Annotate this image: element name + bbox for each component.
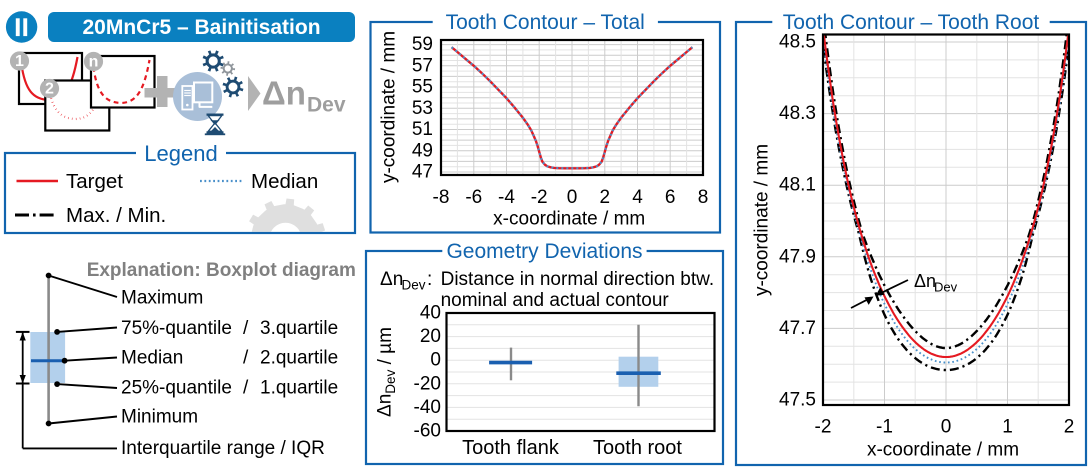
svg-text:Distance in normal direction b: Distance in normal direction btw.	[441, 269, 715, 290]
svg-text:x-coordinate / mm: x-coordinate / mm	[493, 209, 645, 230]
svg-text:/: /	[243, 378, 249, 399]
svg-text:Legend: Legend	[144, 141, 217, 166]
svg-text:20MnCr5 – Bainitisation: 20MnCr5 – Bainitisation	[82, 16, 320, 39]
svg-text:-2: -2	[815, 417, 832, 438]
svg-text:nominal and actual contour: nominal and actual contour	[441, 290, 670, 311]
svg-text:Dev: Dev	[402, 278, 426, 293]
svg-text:-60: -60	[414, 421, 441, 442]
svg-text:ΔnDev / µm: ΔnDev / µm	[375, 327, 398, 417]
svg-text:y-coordinate / mm: y-coordinate / mm	[379, 31, 400, 183]
svg-text:6: 6	[665, 187, 676, 208]
svg-text:49: 49	[412, 140, 433, 161]
svg-text:-8: -8	[433, 187, 450, 208]
svg-text:-4: -4	[498, 187, 515, 208]
svg-text:Dev: Dev	[934, 280, 958, 295]
svg-text:0: 0	[567, 187, 578, 208]
svg-text:57: 57	[412, 55, 433, 76]
svg-text:48.5: 48.5	[779, 32, 816, 53]
svg-text:2.quartile: 2.quartile	[260, 348, 338, 369]
svg-text:Tooth root: Tooth root	[593, 437, 682, 459]
svg-text:40: 40	[420, 303, 441, 324]
svg-text:-6: -6	[465, 187, 482, 208]
svg-text:Tooth flank: Tooth flank	[462, 437, 560, 459]
svg-text:y-coordinate / mm: y-coordinate / mm	[752, 144, 773, 296]
svg-text:3.quartile: 3.quartile	[260, 318, 338, 339]
svg-text:55: 55	[412, 77, 433, 98]
svg-text::: :	[427, 269, 432, 290]
svg-text:Tooth Contour – Tooth Root: Tooth Contour – Tooth Root	[783, 11, 1040, 34]
svg-text:Minimum: Minimum	[121, 407, 198, 428]
svg-text:-40: -40	[414, 397, 441, 418]
svg-text:25%-quantile: 25%-quantile	[121, 378, 232, 399]
svg-text:0: 0	[941, 417, 952, 438]
svg-text:1.quartile: 1.quartile	[260, 378, 338, 399]
svg-text:-2: -2	[531, 187, 548, 208]
svg-text:75%-quantile: 75%-quantile	[121, 318, 232, 339]
svg-text:4: 4	[632, 187, 643, 208]
svg-text:48.1: 48.1	[779, 175, 816, 196]
svg-text:47: 47	[412, 162, 433, 183]
svg-text:n: n	[89, 54, 99, 71]
svg-text:Max. / Min.: Max. / Min.	[66, 204, 166, 227]
svg-text:Maximum: Maximum	[121, 288, 203, 309]
svg-text:20: 20	[420, 326, 441, 347]
svg-text:8: 8	[698, 187, 709, 208]
svg-text:x-coordinate / mm: x-coordinate / mm	[867, 440, 1019, 461]
svg-text:-20: -20	[414, 373, 441, 394]
svg-text:47.5: 47.5	[779, 390, 816, 411]
svg-text:Median: Median	[251, 170, 318, 193]
svg-text:2: 2	[45, 81, 54, 98]
svg-text:2: 2	[600, 187, 611, 208]
svg-text:/: /	[243, 348, 249, 369]
svg-text:48.3: 48.3	[779, 103, 816, 124]
svg-text:0: 0	[430, 350, 441, 371]
svg-text:53: 53	[412, 98, 433, 119]
svg-text:Geometry Deviations: Geometry Deviations	[446, 240, 642, 263]
svg-text:/: /	[243, 318, 249, 339]
svg-text:1: 1	[15, 53, 24, 70]
svg-text:Target: Target	[66, 170, 123, 193]
svg-text:Tooth Contour – Total: Tooth Contour – Total	[446, 11, 645, 34]
svg-text:Explanation: Boxplot diagram: Explanation: Boxplot diagram	[87, 260, 356, 281]
svg-text:Δn: Δn	[380, 269, 403, 290]
svg-text:Interquartile range / IQR: Interquartile range / IQR	[121, 438, 325, 459]
svg-text:Δn: Δn	[262, 75, 306, 112]
svg-text:Median: Median	[121, 348, 183, 369]
svg-text:Δn: Δn	[914, 271, 936, 291]
svg-text:Dev: Dev	[307, 94, 346, 117]
svg-text:2: 2	[1064, 417, 1075, 438]
svg-text:47.7: 47.7	[779, 318, 816, 339]
svg-text:51: 51	[412, 119, 433, 140]
svg-text:-1: -1	[876, 417, 893, 438]
svg-text:47.9: 47.9	[779, 246, 816, 267]
svg-text:1: 1	[1002, 417, 1013, 438]
svg-text:59: 59	[412, 34, 433, 55]
